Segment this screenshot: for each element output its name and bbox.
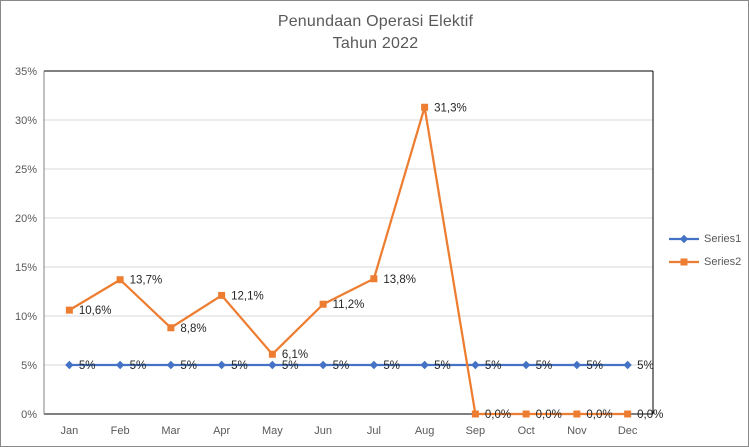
x-axis-tick-label: Nov — [567, 425, 587, 437]
y-axis-tick-label: 10% — [15, 311, 37, 323]
series1-marker — [369, 360, 379, 370]
series2-data-label: 0,0% — [536, 409, 562, 421]
series2-marker — [370, 275, 378, 283]
series2-marker — [319, 300, 327, 308]
series2-data-label: 6,1% — [282, 349, 308, 361]
series1-data-label: 5% — [282, 360, 299, 372]
series2-line — [68, 106, 628, 416]
legend-label-series1: Series1 — [704, 233, 742, 245]
series1-marker — [217, 360, 226, 370]
y-axis-tick-label: 5% — [21, 360, 37, 372]
x-axis-tick-label: Aug — [415, 425, 435, 437]
series1-data-label: 5% — [180, 360, 197, 372]
series2-data-label: 0,0% — [586, 409, 612, 421]
series1-data-label: 5% — [383, 360, 400, 372]
series1-marker — [166, 360, 176, 370]
y-axis-tick-label: 30% — [15, 115, 37, 127]
series1-marker — [623, 360, 632, 370]
series2-marker — [522, 410, 530, 418]
y-axis-tick-label: 20% — [15, 213, 37, 225]
chart-title-line2: Tahun 2022 — [332, 35, 419, 52]
y-axis-tick-label: 0% — [21, 409, 37, 421]
series2-data-label: 0,0% — [637, 409, 663, 421]
series2-legend-marker — [680, 258, 688, 266]
series1-legend-key-icon — [669, 234, 699, 244]
series1-data-label: 5% — [586, 360, 603, 372]
series1-data-label: 5% — [434, 360, 451, 372]
x-axis-tick-label: Jul — [367, 425, 381, 437]
x-axis-tick-label: May — [262, 425, 283, 437]
legend-item-series1[interactable]: Series1 — [669, 229, 741, 249]
y-axis-tick-label: 25% — [15, 164, 37, 176]
series2-data-label: 13,7% — [130, 275, 163, 287]
x-axis-tick-label: Feb — [111, 425, 130, 437]
y-axis-tick-label: 35% — [15, 66, 37, 78]
legend: Series1 Series2 — [669, 229, 741, 272]
series2-marker — [624, 410, 632, 418]
series2-marker — [65, 306, 73, 314]
series1-data-label: 5% — [79, 360, 96, 372]
x-axis-tick-label: Apr — [213, 425, 230, 437]
chart-title: Penundaan Operasi Elektif Tahun 2022 — [1, 11, 748, 55]
series2-marker — [218, 291, 226, 299]
series1-marker — [521, 360, 531, 370]
series2-data-label: 11,2% — [333, 299, 365, 311]
series2-marker — [471, 410, 479, 418]
series2-marker — [167, 324, 175, 332]
series2-data-label: 8,8% — [180, 323, 206, 335]
series2-data-label: 13,8% — [383, 274, 416, 286]
series2-data-label: 0,0% — [485, 409, 511, 421]
chart-title-line1: Penundaan Operasi Elektif — [277, 13, 474, 30]
series1-marker — [268, 360, 277, 370]
legend-item-series2[interactable]: Series2 — [669, 252, 741, 272]
x-axis-tick-label: Oct — [518, 425, 535, 437]
legend-label-series2: Series2 — [704, 256, 742, 268]
series2-legend-key-icon — [669, 258, 699, 266]
series2-marker — [116, 276, 124, 284]
x-axis-tick-label: Sep — [466, 425, 486, 437]
series1-marker — [572, 360, 582, 370]
series1-legend-marker — [679, 234, 689, 244]
series2-marker — [573, 410, 581, 418]
x-axis-tick-label: Jun — [314, 425, 332, 437]
series2-data-label: 12,1% — [231, 290, 264, 302]
series1-marker — [65, 360, 74, 370]
series1-data-label: 5% — [485, 360, 502, 372]
series1-data-label: 5% — [637, 360, 654, 372]
series1-data-label: 5% — [536, 360, 553, 372]
series2-data-label: 31,3% — [434, 102, 467, 114]
series1-data-label: 5% — [333, 360, 350, 372]
series1-marker — [471, 360, 480, 370]
series1-marker — [115, 360, 125, 370]
series1-marker — [420, 360, 429, 370]
x-axis-tick-label: Mar — [161, 425, 180, 437]
series1-data-label: 5% — [231, 360, 248, 372]
series2-marker — [268, 350, 276, 358]
series1-marker — [318, 360, 328, 370]
series2-marker — [421, 103, 429, 111]
y-axis-tick-label: 15% — [15, 262, 37, 274]
series2-data-label: 10,6% — [79, 305, 112, 317]
series1-data-label: 5% — [130, 360, 147, 372]
x-axis-tick-label: Dec — [618, 425, 638, 437]
x-axis-tick-label: Jan — [61, 425, 79, 437]
